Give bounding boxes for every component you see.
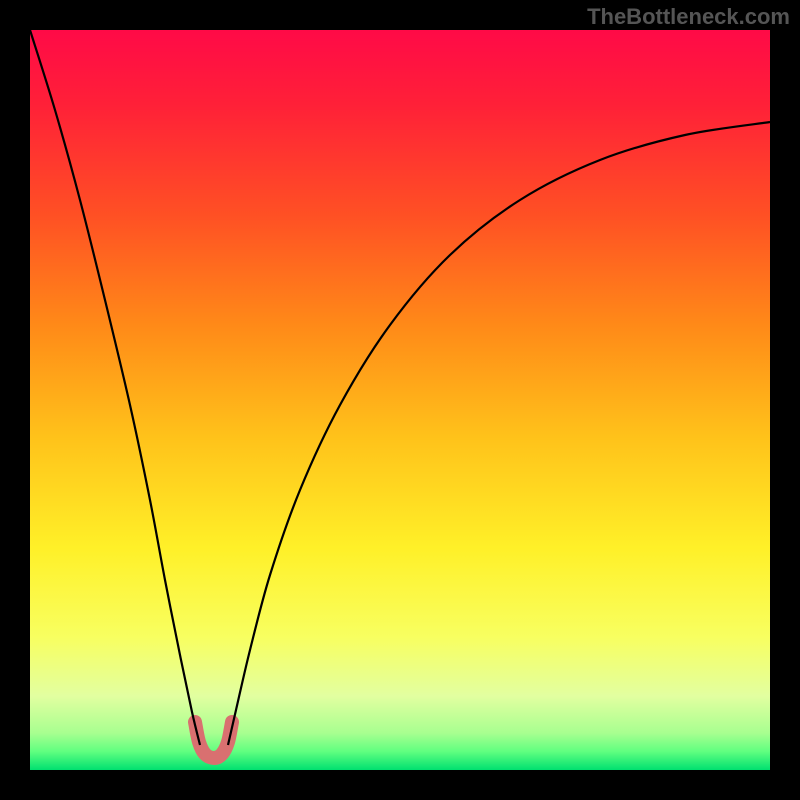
chart-container: { "watermark": { "text": "TheBottleneck.… [0,0,800,800]
chart-svg [0,0,800,800]
watermark-text: TheBottleneck.com [587,4,790,30]
